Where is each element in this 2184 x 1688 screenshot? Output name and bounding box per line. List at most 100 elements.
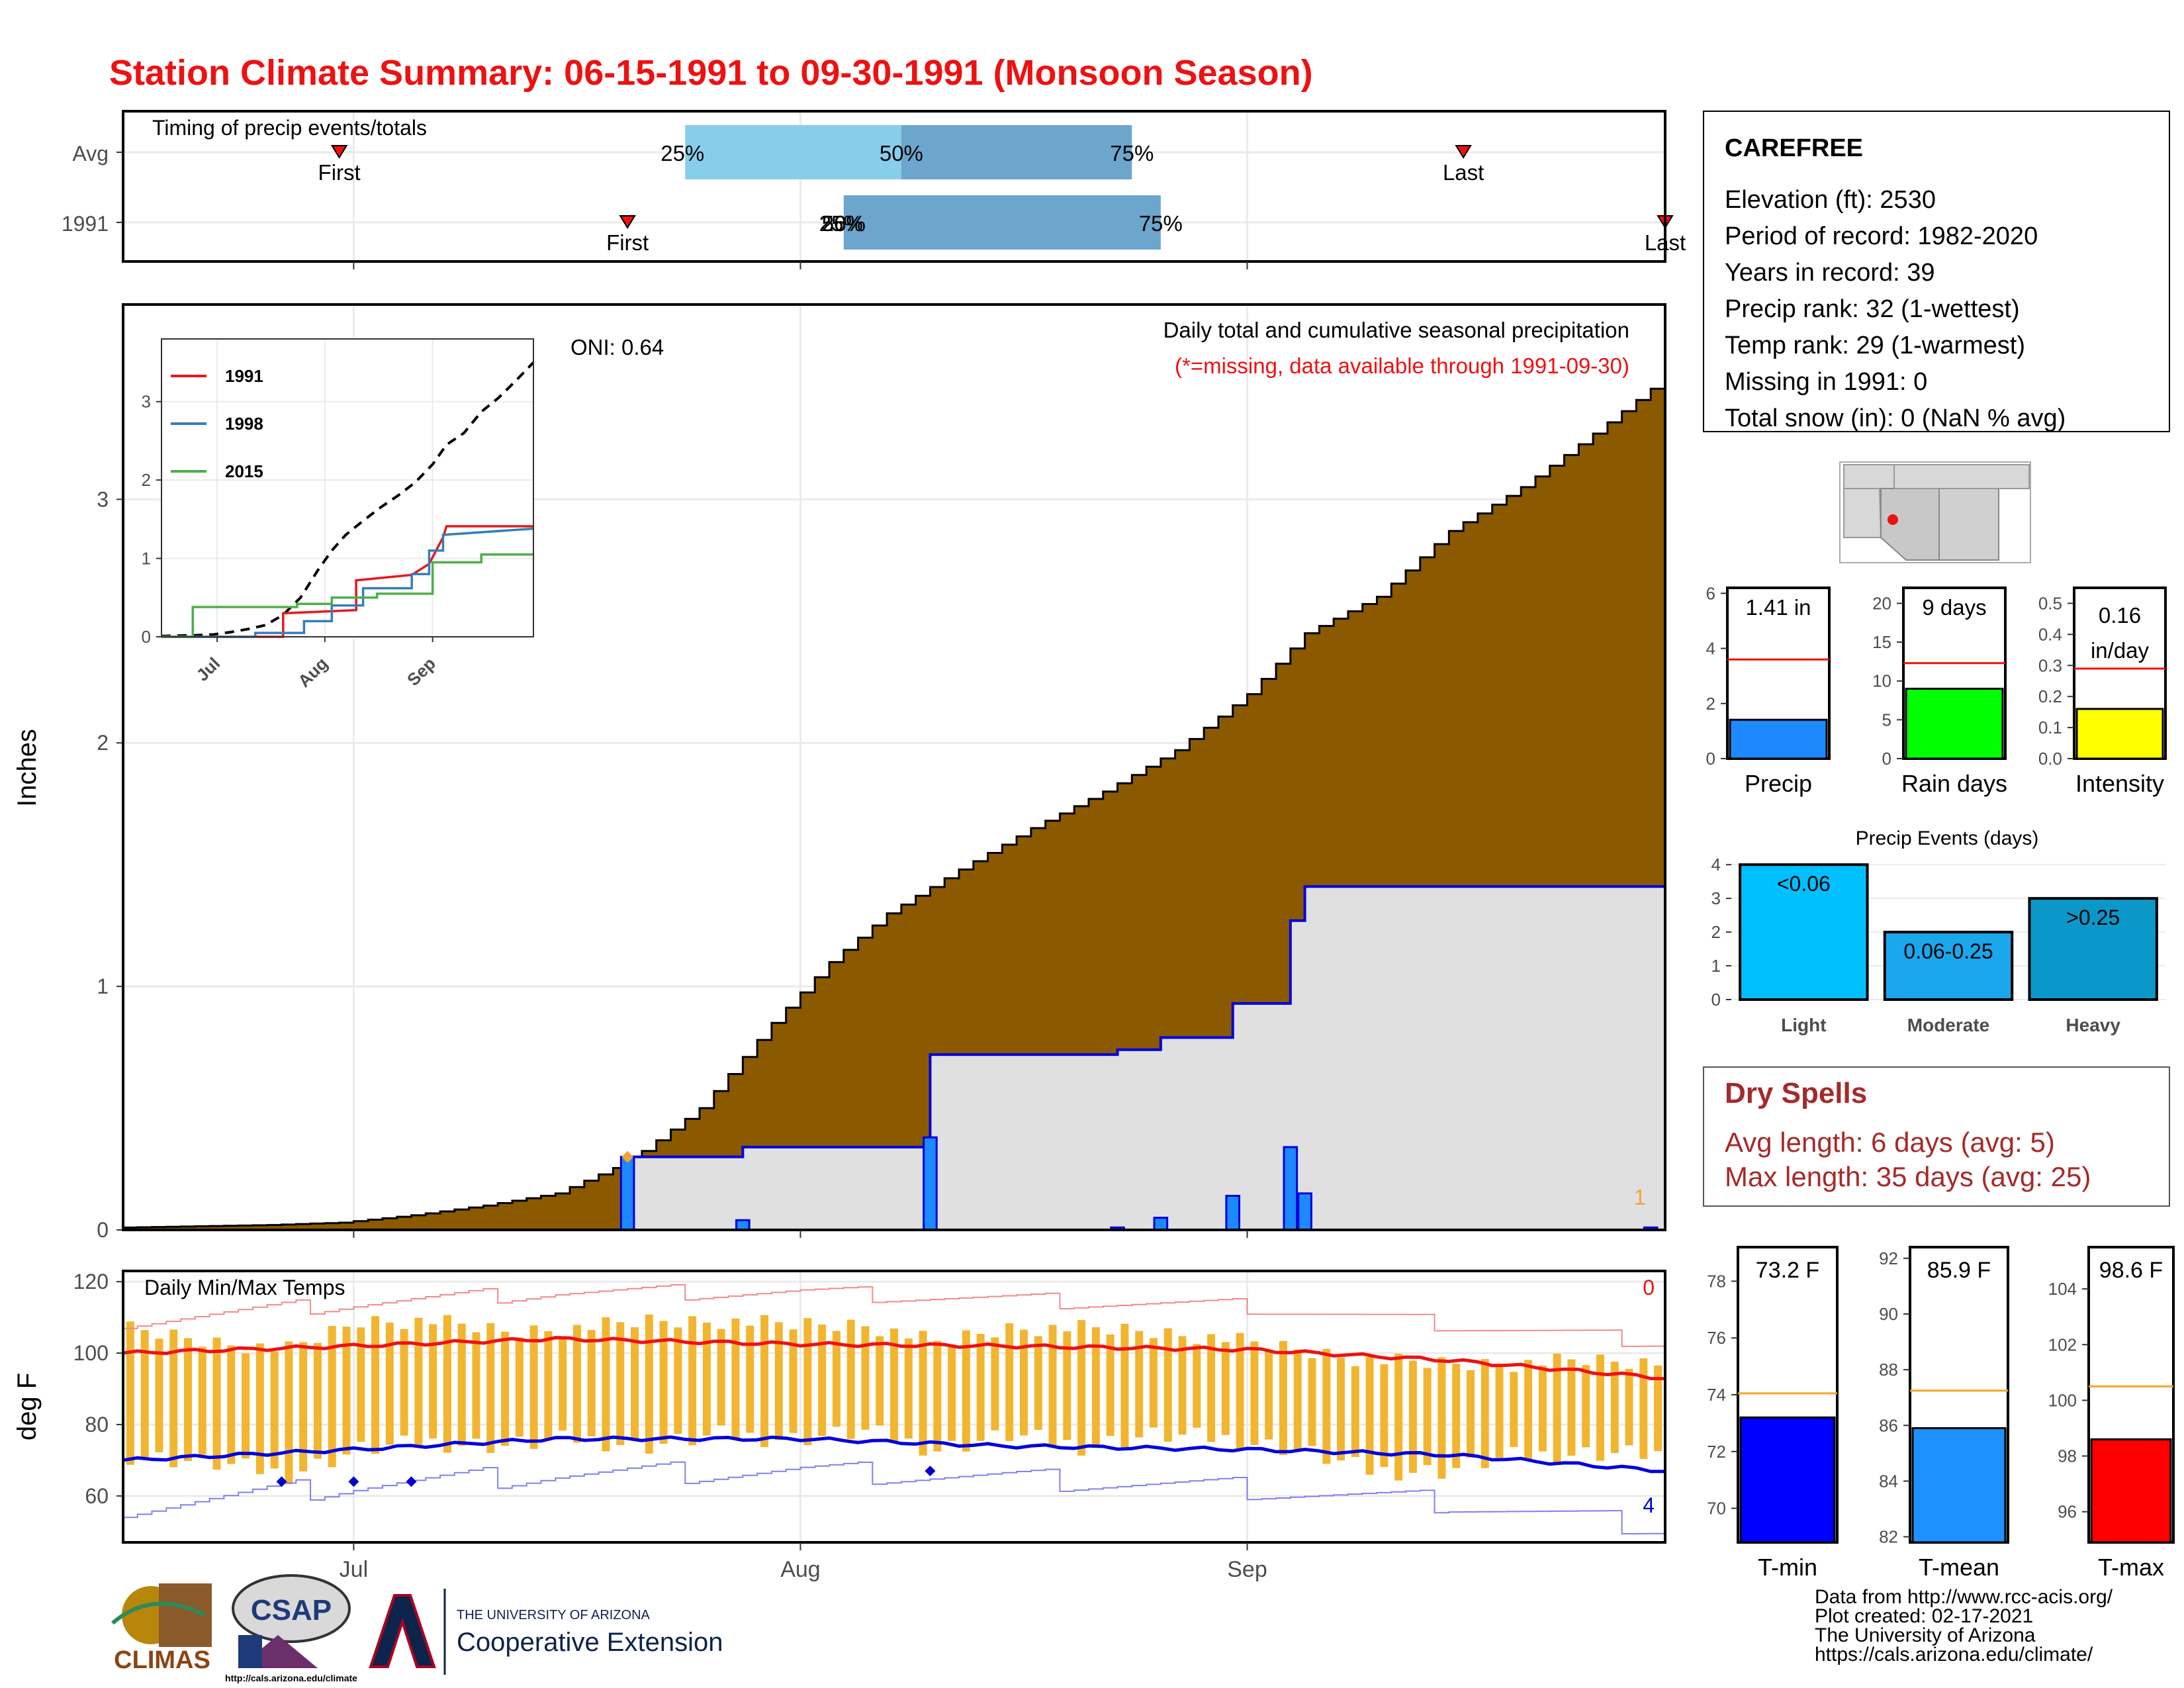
events-ytick-label: 2 — [1711, 922, 1721, 942]
ua-logo-line2: Cooperative Extension — [457, 1628, 723, 1657]
temp-bar — [2090, 1438, 2172, 1544]
station-info-line: Missing in 1991: 0 — [1725, 368, 1927, 396]
daily-temp-bar — [1437, 1357, 1446, 1479]
precip-ytick-label: 0 — [97, 1218, 109, 1242]
daily-temp-bar — [429, 1324, 437, 1439]
summary-ytick-label: 20 — [1872, 593, 1891, 613]
daily-temp-bar — [1524, 1360, 1533, 1460]
temp-ytick-label: 98 — [2058, 1446, 2077, 1466]
timing-marker-first — [330, 145, 348, 159]
dry-spells-frame — [1703, 1066, 2170, 1207]
timing-label-p25: 25% — [819, 211, 863, 236]
daily-temp-bar — [818, 1324, 827, 1436]
temp-ytick-label: 84 — [1879, 1471, 1898, 1491]
precip-title: Daily total and cumulative seasonal prec… — [1163, 318, 1629, 342]
event-category-label: Heavy — [2066, 1015, 2120, 1035]
daily-temp-bar — [1163, 1328, 1172, 1442]
precip-ytick-label: 1 — [97, 974, 109, 998]
daily-temp-bar — [515, 1337, 523, 1437]
inset-bg — [161, 339, 533, 637]
daily-temp-bar — [1610, 1362, 1619, 1454]
temp-ytick-label: 88 — [1879, 1360, 1898, 1380]
daily-temp-bar — [285, 1341, 293, 1485]
daily-temp-bar — [1207, 1334, 1216, 1442]
event-bar — [2028, 897, 2158, 1001]
timing-label-first: First — [318, 160, 361, 185]
record-low-marker — [406, 1476, 417, 1487]
temps-count-bottom: 4 — [1643, 1493, 1655, 1517]
summary-ytick-label: 2 — [1706, 694, 1715, 714]
temp-xlabel: T-mean — [1919, 1554, 1999, 1581]
daily-temp-bar — [184, 1338, 192, 1461]
temps-ytick-label: 100 — [73, 1341, 109, 1365]
temp-value-label: 85.9 F — [1927, 1258, 1991, 1283]
temp-ytick-label: 104 — [2048, 1279, 2077, 1299]
daily-temp-bar — [731, 1318, 740, 1440]
summary-ytick-label: 0 — [1882, 749, 1891, 769]
summary-ytick-label: 0.5 — [2038, 593, 2062, 613]
daily-temp-bar — [126, 1321, 134, 1465]
daily-temp-bar — [472, 1332, 480, 1439]
timing-label-overlap: 26% — [822, 211, 866, 236]
daily-temp-bar — [688, 1316, 697, 1446]
daily-temp-bar — [933, 1340, 942, 1452]
daily-temp-bar — [1293, 1349, 1302, 1450]
daily-precip-bar — [735, 1219, 751, 1231]
daily-temp-bar — [1654, 1365, 1662, 1452]
csap-logo-text: CSAP — [251, 1594, 332, 1626]
temp-ytick-label: 102 — [2048, 1335, 2077, 1354]
ua-a-logo — [369, 1594, 436, 1668]
temp-ytick-label: 90 — [1879, 1304, 1898, 1324]
precip-ylabel: Inches — [13, 729, 42, 807]
daily-temp-bar — [976, 1333, 985, 1441]
inset-ytick-label: 3 — [142, 392, 151, 412]
summary-bar — [1729, 718, 1828, 760]
record-tmin-line — [123, 1461, 1666, 1535]
summary-ytick-label: 0.1 — [2038, 718, 2062, 737]
dry-spells-title: Dry Spells — [1725, 1077, 1867, 1109]
temp-ytick-label: 72 — [1707, 1442, 1726, 1462]
events-ytick-label: 0 — [1711, 990, 1721, 1009]
daily-temp-bar — [1351, 1366, 1359, 1458]
daily-temp-bar — [1582, 1365, 1590, 1448]
timing-label-p50: 50% — [880, 141, 923, 165]
daily-temp-bar — [774, 1322, 783, 1440]
daily-temp-bar — [1005, 1323, 1014, 1441]
event-bar-label: >0.25 — [2066, 906, 2120, 929]
summary-value-label: 1.41 in — [1745, 595, 1811, 620]
daily-temp-bar — [1337, 1357, 1345, 1461]
timing-marker-first — [619, 215, 636, 229]
summary-ytick-label: 0 — [1706, 749, 1715, 769]
precip-corner-count: 1 — [1634, 1185, 1646, 1209]
daily-temp-bar — [803, 1318, 812, 1446]
daily-temp-bar — [1149, 1338, 1158, 1428]
daily-temp-bar — [1034, 1336, 1042, 1430]
daily-temp-bar — [1077, 1320, 1086, 1456]
credit-line: The University of Arizona — [1815, 1624, 2036, 1646]
dry-spells-max: Max length: 35 days (avg: 25) — [1725, 1161, 2091, 1192]
daily-temp-bar — [659, 1321, 668, 1444]
temp-ytick-label: 76 — [1707, 1328, 1726, 1348]
precip-summary-panels: 1.41 in 0 2 4 6 Precip 9 days 0 5 10 15 20 Rain days… — [1706, 583, 2167, 797]
daily-temp-bar — [1510, 1372, 1518, 1447]
credit-line: https://cals.arizona.edu/climate/ — [1815, 1644, 2093, 1665]
event-bar-label: 0.06-0.25 — [1903, 939, 1993, 963]
daily-temp-bar — [559, 1336, 567, 1431]
station-info-line: Period of record: 1982-2020 — [1725, 222, 2038, 250]
temp-ytick-label: 78 — [1707, 1271, 1726, 1291]
daily-temp-bar — [1308, 1358, 1316, 1446]
timing-frame — [122, 110, 1666, 263]
summary-value-label: in/day — [2091, 638, 2150, 663]
timing-bar-p50-p75 — [901, 125, 1132, 179]
station-name: CAREFREE — [1725, 134, 1863, 162]
daily-temp-bar — [544, 1331, 553, 1440]
daily-temp-bar — [760, 1315, 769, 1447]
daily-precip-bar — [1297, 1192, 1312, 1231]
dry-spells-avg: Avg length: 6 days (avg: 5) — [1725, 1127, 2055, 1158]
summary-xlabel: Rain days — [1901, 770, 2007, 797]
daily-temp-bar — [1495, 1365, 1504, 1458]
temp-xlabel: T-max — [2098, 1554, 2164, 1581]
daily-temp-bar — [313, 1342, 322, 1459]
daily-temp-bar — [602, 1317, 610, 1452]
daily-temp-bar — [1178, 1336, 1187, 1435]
